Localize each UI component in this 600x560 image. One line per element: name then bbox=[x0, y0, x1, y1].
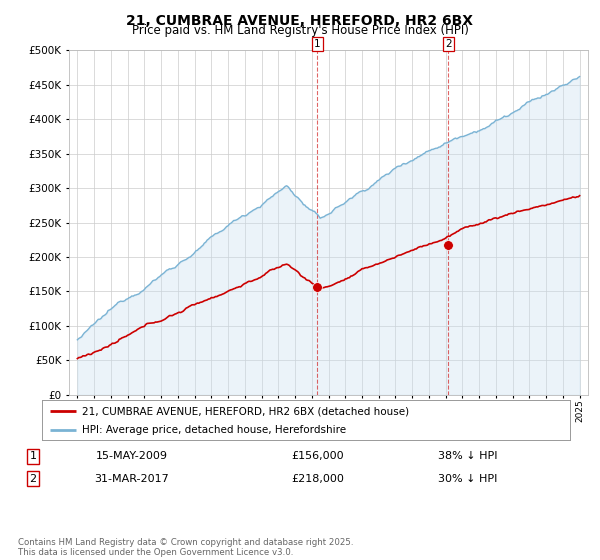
Text: 31-MAR-2017: 31-MAR-2017 bbox=[95, 474, 169, 484]
Text: Contains HM Land Registry data © Crown copyright and database right 2025.
This d: Contains HM Land Registry data © Crown c… bbox=[18, 538, 353, 557]
Text: 1: 1 bbox=[314, 39, 320, 49]
Text: 1: 1 bbox=[29, 451, 37, 461]
Text: Price paid vs. HM Land Registry's House Price Index (HPI): Price paid vs. HM Land Registry's House … bbox=[131, 24, 469, 36]
Text: 30% ↓ HPI: 30% ↓ HPI bbox=[439, 474, 497, 484]
Text: £156,000: £156,000 bbox=[292, 451, 344, 461]
Text: 15-MAY-2009: 15-MAY-2009 bbox=[96, 451, 168, 461]
Text: 21, CUMBRAE AVENUE, HEREFORD, HR2 6BX: 21, CUMBRAE AVENUE, HEREFORD, HR2 6BX bbox=[127, 14, 473, 28]
Text: 2: 2 bbox=[29, 474, 37, 484]
Text: £218,000: £218,000 bbox=[292, 474, 344, 484]
Text: HPI: Average price, detached house, Herefordshire: HPI: Average price, detached house, Here… bbox=[82, 425, 346, 435]
Text: 2: 2 bbox=[445, 39, 452, 49]
Text: 21, CUMBRAE AVENUE, HEREFORD, HR2 6BX (detached house): 21, CUMBRAE AVENUE, HEREFORD, HR2 6BX (d… bbox=[82, 407, 409, 417]
Text: 38% ↓ HPI: 38% ↓ HPI bbox=[438, 451, 498, 461]
